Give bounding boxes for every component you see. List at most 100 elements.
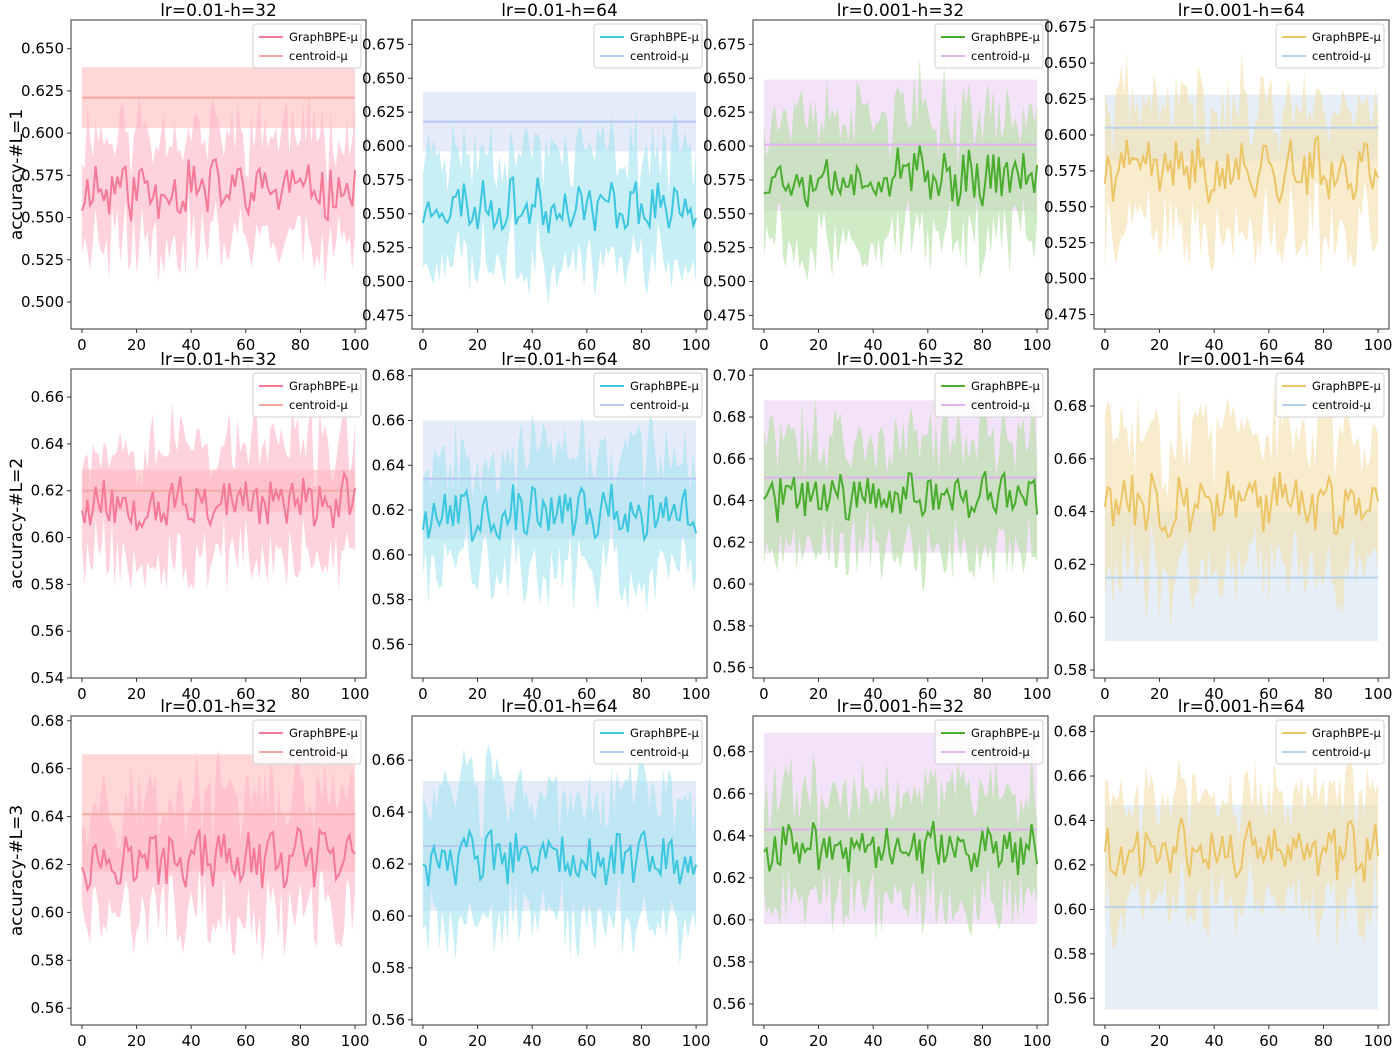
x-tick-label: 60 (236, 685, 255, 703)
y-tick-label: 0.58 (372, 591, 405, 609)
y-tick-label: 0.56 (372, 1011, 405, 1029)
x-tick-label: 20 (127, 1032, 146, 1050)
y-tick-label: 0.500 (703, 273, 746, 291)
plot-area (80, 391, 357, 594)
y-tick-label: 0.575 (362, 171, 405, 189)
legend-label-centroid: centroid-μ (971, 49, 1030, 63)
legend-label-centroid: centroid-μ (289, 398, 348, 412)
x-tick-label: 60 (577, 1032, 596, 1050)
legend: GraphBPE-μ centroid-μ (252, 372, 362, 418)
x-tick-label: 40 (864, 336, 883, 354)
x-tick-label: 100 (1023, 336, 1052, 354)
legend: GraphBPE-μ centroid-μ (934, 372, 1044, 418)
axes-frame (752, 368, 1049, 679)
x-tick-label: 0 (418, 1032, 428, 1050)
y-tick-label: 0.62 (1054, 856, 1087, 874)
x-tick-label: 0 (759, 1032, 769, 1050)
plot-area (763, 57, 1039, 282)
x-tick-label: 80 (973, 685, 992, 703)
x-tick-label: 60 (577, 685, 596, 703)
legend-label-centroid: centroid-μ (1312, 745, 1371, 759)
y-tick-label: 0.675 (703, 35, 746, 53)
legend-label-centroid: centroid-μ (1312, 398, 1371, 412)
subplot-title: lr=0.01-h=64 (501, 697, 618, 717)
y-tick-label: 0.68 (1054, 723, 1087, 741)
legend: GraphBPE-μ centroid-μ (934, 719, 1044, 765)
y-tick-label: 0.68 (31, 712, 64, 730)
legend-label-graphbpe: GraphBPE-μ (630, 30, 700, 44)
legend: GraphBPE-μ centroid-μ (1275, 23, 1385, 69)
plot-area (80, 747, 356, 963)
y-tick-label: 0.56 (1054, 989, 1087, 1007)
graphbpe-line (1103, 817, 1380, 883)
plot-area (421, 91, 698, 305)
x-tick-label: 20 (1150, 685, 1169, 703)
y-tick-label: 0.64 (1054, 811, 1087, 829)
x-tick-label: 80 (1314, 336, 1333, 354)
axes-frame (411, 715, 708, 1026)
legend-label-centroid: centroid-μ (1312, 49, 1371, 63)
y-tick-label: 0.650 (21, 40, 64, 58)
y-tick-label: 0.62 (372, 501, 405, 519)
x-tick-label: 80 (973, 1032, 992, 1050)
y-tick-label: 0.550 (1044, 198, 1087, 216)
subplot-title: lr=0.01-h=32 (160, 697, 277, 717)
x-tick-label: 20 (1150, 336, 1169, 354)
x-tick-label: 100 (341, 1032, 370, 1050)
graphbpe-band (763, 395, 1038, 593)
y-tick-label: 0.625 (1044, 90, 1087, 108)
x-tick-label: 40 (864, 685, 883, 703)
y-tick-label: 0.66 (31, 760, 64, 778)
y-tick-label: 0.675 (362, 35, 405, 53)
subplot-0-0: 0.500 0.525 0.550 0.575 0.600 0.625 0.650 0 20 40… (7, 1, 369, 354)
x-tick-label: 60 (918, 685, 937, 703)
y-tick-label: 0.54 (31, 669, 64, 687)
y-tick-label: 0.56 (713, 995, 746, 1013)
subplot-2-0: 0.56 0.58 0.60 0.62 0.64 0.66 0.68 0 20 40 60 80 100… (7, 697, 369, 1050)
subplot-1-0: 0.54 0.56 0.58 0.60 0.62 0.64 0.66 0 20 40 60 80 100… (7, 350, 369, 703)
x-tick-label: 40 (864, 1032, 883, 1050)
subplot-2-3: 0.56 0.58 0.60 0.62 0.64 0.66 0.68 0 20 40 60 80 100… (1054, 697, 1393, 1050)
y-tick-label: 0.525 (703, 239, 746, 257)
y-tick-label: 0.56 (31, 622, 64, 640)
x-tick-label: 20 (809, 336, 828, 354)
graphbpe-line (80, 469, 357, 531)
x-tick-label: 40 (1205, 1032, 1224, 1050)
axes-frame (1093, 19, 1390, 330)
y-tick-label: 0.66 (372, 751, 405, 769)
y-tick-label: 0.650 (703, 69, 746, 87)
x-tick-label: 40 (1205, 685, 1224, 703)
x-tick-label: 40 (523, 685, 542, 703)
y-tick-label: 0.62 (31, 482, 64, 500)
x-tick-label: 80 (973, 336, 992, 354)
x-tick-label: 40 (182, 1032, 201, 1050)
legend-label-centroid: centroid-μ (289, 49, 348, 63)
subplot-title: lr=0.001-h=64 (1178, 697, 1305, 717)
x-tick-label: 20 (1150, 1032, 1169, 1050)
y-tick-label: 0.66 (1054, 450, 1087, 468)
x-tick-label: 80 (291, 336, 310, 354)
x-tick-label: 20 (127, 336, 146, 354)
graphbpe-line (763, 470, 1039, 523)
y-tick-label: 0.68 (713, 408, 746, 426)
x-tick-label: 100 (341, 685, 370, 703)
legend-label-graphbpe: GraphBPE-μ (1312, 726, 1382, 740)
y-tick-label: 0.525 (362, 239, 405, 257)
legend-label-graphbpe: GraphBPE-μ (1312, 30, 1382, 44)
x-tick-label: 80 (632, 685, 651, 703)
axes-frame (70, 19, 367, 330)
y-tick-label: 0.500 (1044, 270, 1087, 288)
graphbpe-band (81, 747, 356, 963)
legend: GraphBPE-μ centroid-μ (252, 23, 362, 69)
y-tick-label: 0.64 (372, 803, 405, 821)
subplot-title: lr=0.01-h=64 (501, 1, 618, 21)
x-tick-label: 100 (341, 336, 370, 354)
y-tick-label: 0.66 (372, 412, 405, 430)
graphbpe-band (1104, 376, 1379, 628)
y-tick-label: 0.475 (703, 306, 746, 324)
x-tick-label: 20 (809, 685, 828, 703)
subplot-title: lr=0.001-h=32 (837, 1, 964, 21)
legend: GraphBPE-μ centroid-μ (252, 719, 362, 765)
legend-label-centroid: centroid-μ (630, 49, 689, 63)
